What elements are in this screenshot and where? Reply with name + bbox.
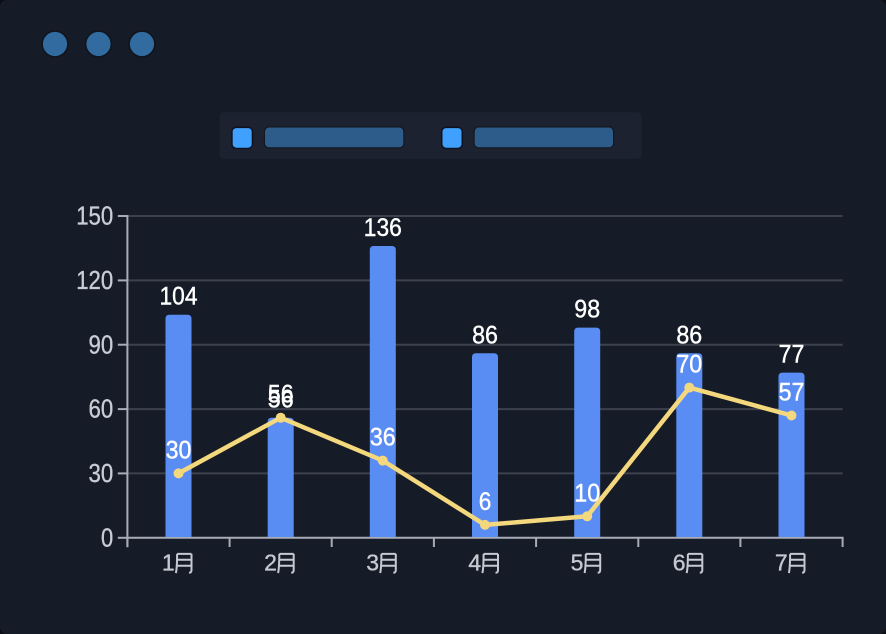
svg-text:86: 86 [676,321,702,349]
svg-text:98: 98 [574,296,600,324]
svg-text:36: 36 [370,424,396,452]
svg-text:5: 5 [571,549,584,575]
svg-text:3: 3 [366,549,379,575]
svg-text:77: 77 [779,341,805,369]
svg-text:6: 6 [673,549,686,575]
svg-text:4: 4 [468,549,481,575]
svg-text:56: 56 [268,381,294,409]
svg-text:150: 150 [76,203,113,231]
svg-text:86: 86 [472,321,498,349]
svg-text:60: 60 [89,396,114,424]
svg-text:7: 7 [775,549,788,575]
svg-text:0: 0 [101,524,113,552]
svg-text:104: 104 [160,283,198,311]
svg-text:30: 30 [89,460,114,488]
svg-text:136: 136 [364,214,402,242]
svg-text:6: 6 [479,488,492,516]
svg-text:56: 56 [268,386,294,414]
svg-text:1: 1 [162,549,175,575]
svg-text:70: 70 [676,351,702,379]
svg-text:57: 57 [779,379,805,407]
svg-text:10: 10 [574,479,600,507]
svg-text:120: 120 [76,267,113,295]
svg-text:2: 2 [264,549,277,575]
svg-text:90: 90 [89,331,114,359]
svg-text:30: 30 [166,436,192,464]
